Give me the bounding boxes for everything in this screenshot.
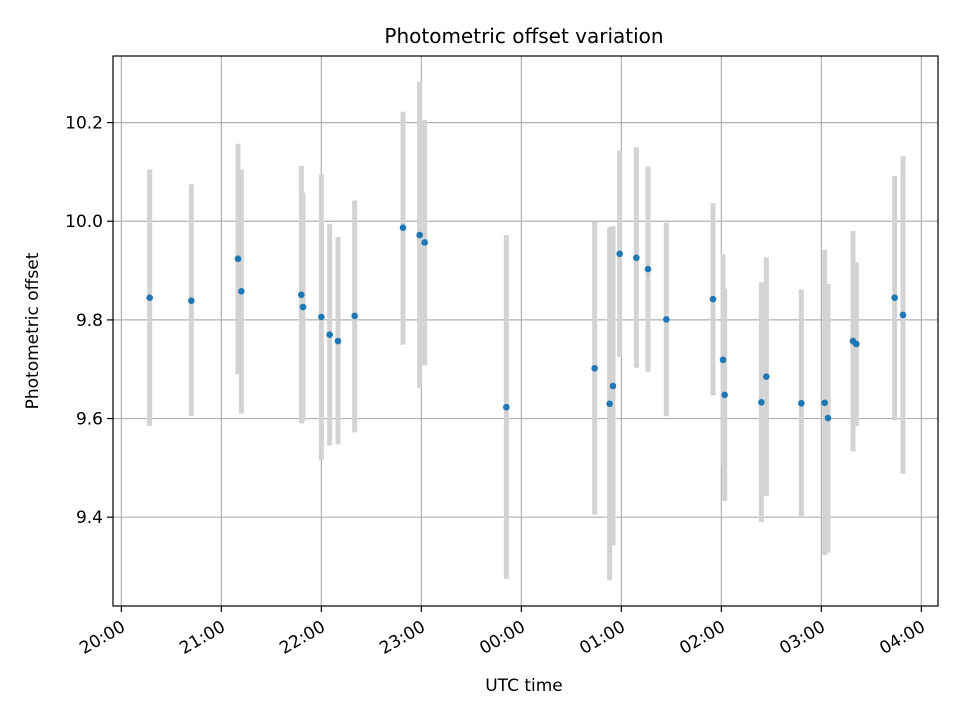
chart-title: Photometric offset variation (384, 24, 663, 48)
data-point (644, 265, 652, 273)
data-point (899, 311, 907, 319)
data-point (606, 400, 613, 408)
data-point (238, 287, 245, 295)
data-point (609, 382, 617, 390)
data-point (326, 331, 333, 338)
data-point (318, 313, 325, 321)
data-point (334, 337, 342, 345)
data-point (503, 403, 510, 411)
y-tick-label: 9.4 (76, 508, 103, 528)
data-point (798, 399, 805, 407)
x-axis-title: UTC time (485, 676, 563, 696)
y-tick-label: 9.8 (76, 311, 103, 331)
data-point (146, 294, 153, 302)
data-point (709, 295, 717, 303)
data-point (891, 294, 898, 302)
data-point (591, 364, 598, 372)
data-point (663, 316, 670, 323)
data-point (763, 373, 770, 380)
data-point (821, 399, 828, 407)
data-point (721, 391, 728, 399)
y-tick-label: 10.2 (65, 114, 103, 134)
data-point (299, 303, 307, 311)
data-point (824, 414, 832, 422)
y-tick-label: 9.6 (76, 410, 103, 430)
data-points (146, 224, 907, 422)
y-axis-title: Photometric offset (23, 252, 43, 409)
plot-frame (112, 55, 939, 607)
data-point (188, 297, 195, 304)
data-point (399, 224, 407, 231)
data-point (719, 356, 727, 364)
data-point (234, 255, 242, 263)
y-axis-ticks: 9.4 9.6 9.8 10.0 10.2 (65, 114, 113, 528)
data-point (758, 398, 765, 406)
data-point (633, 254, 640, 262)
data-point (616, 250, 623, 258)
data-point (421, 239, 428, 246)
y-tick-label: 10.0 (65, 212, 103, 232)
data-point (351, 312, 358, 320)
data-point (853, 340, 860, 348)
data-point (416, 231, 423, 239)
data-point (298, 291, 305, 299)
